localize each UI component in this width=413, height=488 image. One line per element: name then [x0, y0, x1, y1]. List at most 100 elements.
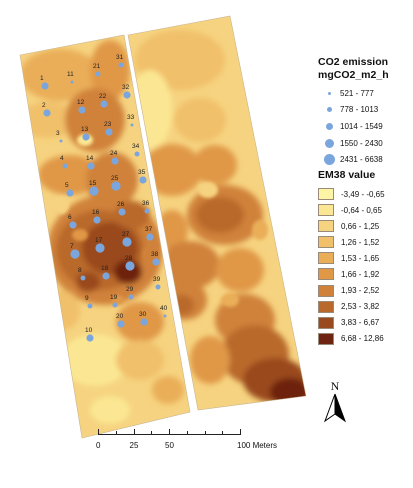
- em38-legend-swatch: [318, 268, 334, 281]
- sample-point: [43, 109, 51, 117]
- em38-legend-row: 0,66 - 1,25: [318, 218, 413, 234]
- co2-legend-label: 2431 - 6638: [340, 155, 383, 165]
- sample-point: [66, 189, 74, 197]
- sample-label: 1: [40, 75, 44, 82]
- sample-label: 35: [138, 169, 146, 176]
- north-arrow: N: [322, 380, 348, 428]
- sample-point: [89, 186, 99, 196]
- em38-legend-swatch: [318, 252, 334, 265]
- sample-point: [87, 162, 95, 170]
- left-strip-outline: [19, 34, 191, 439]
- sample-label: 34: [132, 143, 140, 150]
- sample-point: [100, 100, 108, 108]
- left-field-strip: [20, 35, 190, 438]
- sample-point: [155, 284, 161, 290]
- sample-label: 14: [86, 155, 94, 162]
- em38-legend-swatch: [318, 188, 334, 201]
- sample-label: 31: [116, 54, 124, 61]
- sample-point: [86, 334, 94, 342]
- sample-point: [95, 243, 105, 253]
- em38-legend-swatch: [318, 300, 334, 313]
- sample-label: 6: [68, 214, 72, 221]
- em38-legend-swatch: [318, 236, 334, 249]
- sample-label: 39: [153, 276, 161, 283]
- right-field-strip: [128, 16, 306, 410]
- em38-legend-title: EM38 value: [318, 168, 376, 181]
- sample-label: 21: [93, 63, 101, 70]
- sample-label: 13: [81, 126, 89, 133]
- sample-label: 40: [160, 305, 168, 312]
- sample-label: 29: [126, 286, 134, 293]
- sample-label: 24: [110, 150, 118, 157]
- em38-legend-label: 3,83 - 6,67: [341, 318, 380, 328]
- north-arrow-icon: [323, 393, 347, 423]
- em38-class-list: -3,49 - -0,65 -0,64 - 0,65 0,66 - 1,25 1,26…: [318, 186, 413, 347]
- em38-legend-row: 1,53 - 1,65: [318, 250, 413, 266]
- em38-legend-label: 1,66 - 1,92: [341, 269, 380, 279]
- co2-legend-symbol: [326, 107, 332, 113]
- em38-legend-row: 1,66 - 1,92: [318, 266, 413, 282]
- sample-point: [146, 233, 154, 241]
- sample-point: [117, 320, 125, 328]
- scale-tick: [133, 429, 135, 435]
- sample-point: [130, 123, 134, 127]
- sample-label: 27: [122, 231, 130, 238]
- sample-label: 28: [125, 255, 133, 262]
- sample-point: [102, 272, 110, 280]
- em38-legend-swatch: [318, 220, 334, 233]
- sample-point: [59, 139, 63, 143]
- sample-point: [123, 91, 131, 99]
- sample-point: [82, 133, 90, 141]
- em38-legend-label: 6,68 - 12,86: [341, 334, 384, 344]
- sample-point: [140, 318, 148, 326]
- sample-point: [122, 237, 132, 247]
- scale-bar: 0 25 50 100 Meters: [95, 428, 305, 464]
- sample-point: [70, 80, 74, 84]
- sample-point: [111, 181, 121, 191]
- co2-legend-label: 521 - 777: [340, 88, 374, 98]
- sample-label: 38: [151, 251, 159, 258]
- sample-point: [70, 249, 80, 259]
- sample-point: [87, 303, 93, 309]
- scale-tick: [186, 431, 188, 435]
- sample-label: 26: [117, 201, 125, 208]
- sample-point: [62, 163, 68, 169]
- co2-legend-label: 778 - 1013: [340, 105, 379, 115]
- sample-label: 17: [95, 237, 103, 244]
- scale-label-100: 100 Meters: [237, 441, 278, 450]
- scale-tick: [115, 431, 117, 435]
- sample-label: 9: [85, 295, 89, 302]
- right-strip-outline: [127, 15, 307, 411]
- em38-legend-label: -3,49 - -0,65: [341, 189, 385, 199]
- co2-legend-title: CO2 emission: [318, 56, 389, 68]
- sample-point: [112, 302, 118, 308]
- co2-legend-label: 1014 - 1549: [340, 121, 383, 131]
- scale-tick: [98, 429, 99, 435]
- co2-legend-row: 2431 - 6638: [318, 151, 413, 168]
- em38-legend-row: -0,64 - 0,65: [318, 202, 413, 218]
- sample-label: 37: [145, 226, 153, 233]
- co2-class-list: 521 - 777 778 - 1013 1014 - 1549 1550 - 243…: [318, 85, 413, 168]
- sample-point: [95, 71, 101, 77]
- sample-label: 33: [127, 114, 135, 121]
- sample-label: 20: [116, 313, 124, 320]
- sample-label: 8: [78, 267, 82, 274]
- em38-legend-label: 1,26 - 1,52: [341, 237, 380, 247]
- co2-legend-symbol: [323, 154, 335, 166]
- co2-legend-row: 1014 - 1549: [318, 118, 413, 135]
- sample-label: 12: [77, 99, 85, 106]
- sample-label: 22: [99, 93, 107, 100]
- co2-legend-symbol: [324, 138, 334, 148]
- sample-point: [134, 151, 140, 157]
- em38-legend-row: 6,68 - 12,86: [318, 331, 413, 347]
- scale-tick: [240, 429, 241, 435]
- sample-point: [78, 106, 86, 114]
- sample-label: 32: [122, 84, 130, 91]
- map-legend: CO2 emission mgCO2_m2_h 521 - 777 778 - 1…: [318, 56, 413, 347]
- sample-point: [128, 294, 134, 300]
- em38-legend-row: 3,83 - 6,67: [318, 315, 413, 331]
- sample-label: 11: [67, 71, 74, 78]
- em38-legend-row: 1,93 - 2,52: [318, 283, 413, 299]
- co2-legend-row: 521 - 777: [318, 85, 413, 102]
